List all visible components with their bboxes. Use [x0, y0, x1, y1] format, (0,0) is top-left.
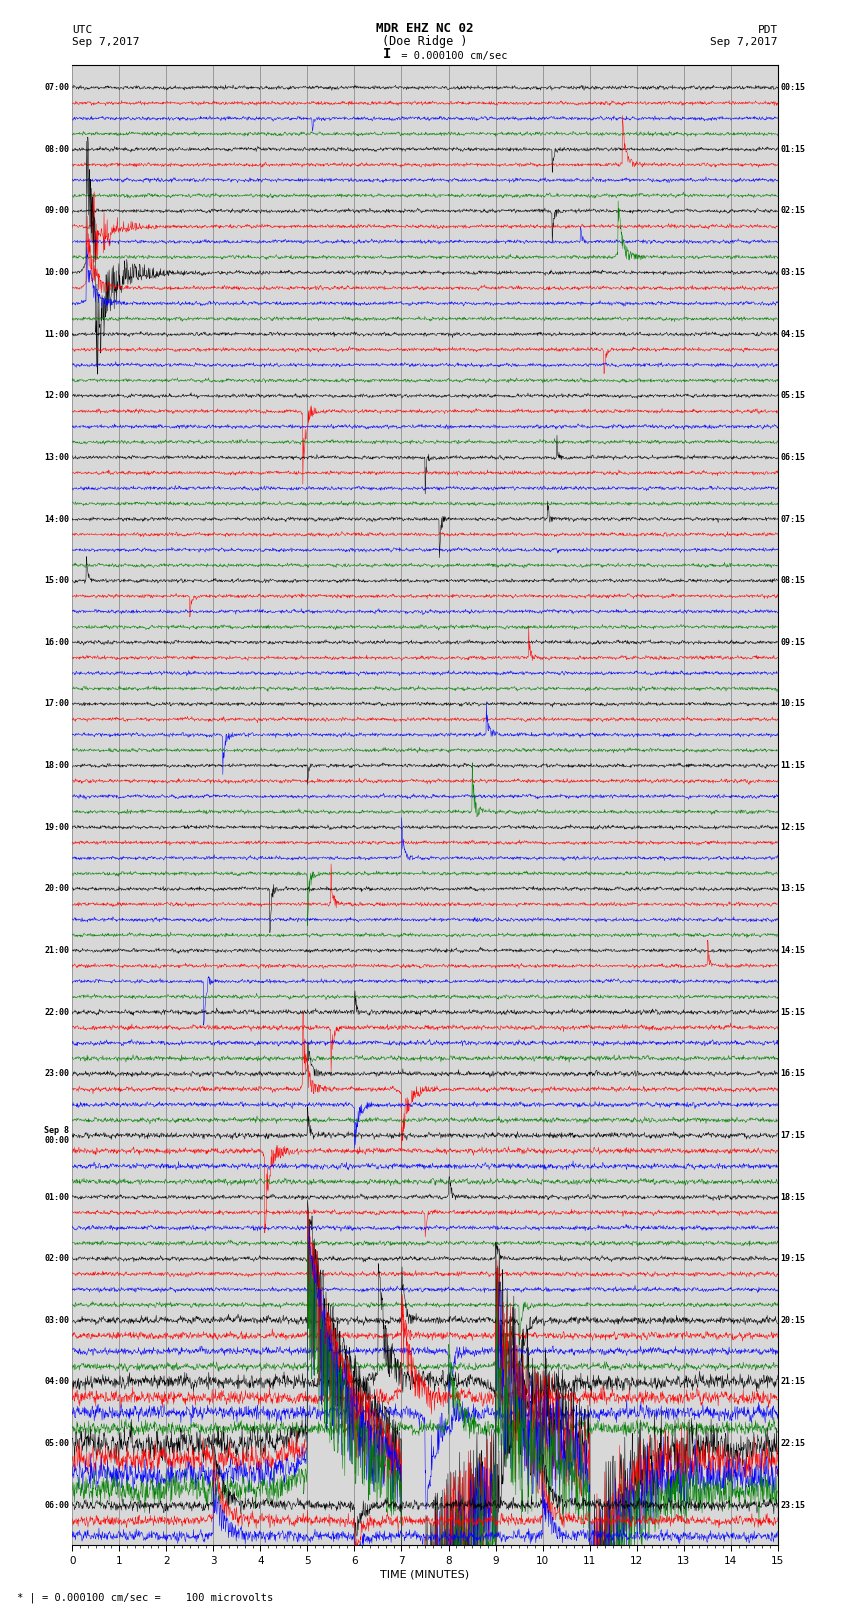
Text: 23:00: 23:00: [44, 1069, 70, 1077]
Text: 07:15: 07:15: [780, 515, 806, 524]
Text: 05:15: 05:15: [780, 392, 806, 400]
Text: PDT: PDT: [757, 26, 778, 35]
Text: 13:15: 13:15: [780, 884, 806, 894]
Text: 09:00: 09:00: [44, 206, 70, 216]
Text: 17:15: 17:15: [780, 1131, 806, 1140]
Text: 06:00: 06:00: [44, 1500, 70, 1510]
Text: 03:15: 03:15: [780, 268, 806, 277]
Text: 20:00: 20:00: [44, 884, 70, 894]
Text: 05:00: 05:00: [44, 1439, 70, 1448]
Text: 12:00: 12:00: [44, 392, 70, 400]
Text: 02:15: 02:15: [780, 206, 806, 216]
Text: = 0.000100 cm/sec: = 0.000100 cm/sec: [395, 52, 507, 61]
Text: * | = 0.000100 cm/sec =    100 microvolts: * | = 0.000100 cm/sec = 100 microvolts: [17, 1592, 273, 1603]
Text: Sep 8
00:00: Sep 8 00:00: [44, 1126, 70, 1145]
Text: 16:00: 16:00: [44, 637, 70, 647]
Text: 16:15: 16:15: [780, 1069, 806, 1077]
Text: 03:00: 03:00: [44, 1316, 70, 1324]
Text: 02:00: 02:00: [44, 1255, 70, 1263]
Text: MDR EHZ NC 02: MDR EHZ NC 02: [377, 23, 473, 35]
Text: 21:00: 21:00: [44, 945, 70, 955]
Text: 08:00: 08:00: [44, 145, 70, 153]
Text: UTC: UTC: [72, 26, 93, 35]
Text: 22:15: 22:15: [780, 1439, 806, 1448]
Text: 07:00: 07:00: [44, 84, 70, 92]
Text: 17:00: 17:00: [44, 700, 70, 708]
Text: 01:00: 01:00: [44, 1192, 70, 1202]
Text: 15:15: 15:15: [780, 1008, 806, 1016]
Text: 13:00: 13:00: [44, 453, 70, 461]
Text: 23:15: 23:15: [780, 1500, 806, 1510]
Text: 08:15: 08:15: [780, 576, 806, 586]
Text: 11:00: 11:00: [44, 329, 70, 339]
Text: 14:00: 14:00: [44, 515, 70, 524]
X-axis label: TIME (MINUTES): TIME (MINUTES): [381, 1569, 469, 1579]
Text: I: I: [382, 47, 391, 61]
Text: 06:15: 06:15: [780, 453, 806, 461]
Text: 22:00: 22:00: [44, 1008, 70, 1016]
Text: 20:15: 20:15: [780, 1316, 806, 1324]
Text: 04:00: 04:00: [44, 1378, 70, 1387]
Text: Sep 7,2017: Sep 7,2017: [711, 37, 778, 47]
Text: Sep 7,2017: Sep 7,2017: [72, 37, 139, 47]
Text: 11:15: 11:15: [780, 761, 806, 769]
Text: 12:15: 12:15: [780, 823, 806, 832]
Text: 09:15: 09:15: [780, 637, 806, 647]
Text: 15:00: 15:00: [44, 576, 70, 586]
Text: 04:15: 04:15: [780, 329, 806, 339]
Text: (Doe Ridge ): (Doe Ridge ): [382, 35, 468, 48]
Text: 19:00: 19:00: [44, 823, 70, 832]
Text: 01:15: 01:15: [780, 145, 806, 153]
Text: 18:00: 18:00: [44, 761, 70, 769]
Text: 21:15: 21:15: [780, 1378, 806, 1387]
Text: 14:15: 14:15: [780, 945, 806, 955]
Text: 00:15: 00:15: [780, 84, 806, 92]
Text: 10:00: 10:00: [44, 268, 70, 277]
Text: 18:15: 18:15: [780, 1192, 806, 1202]
Text: 19:15: 19:15: [780, 1255, 806, 1263]
Text: 10:15: 10:15: [780, 700, 806, 708]
